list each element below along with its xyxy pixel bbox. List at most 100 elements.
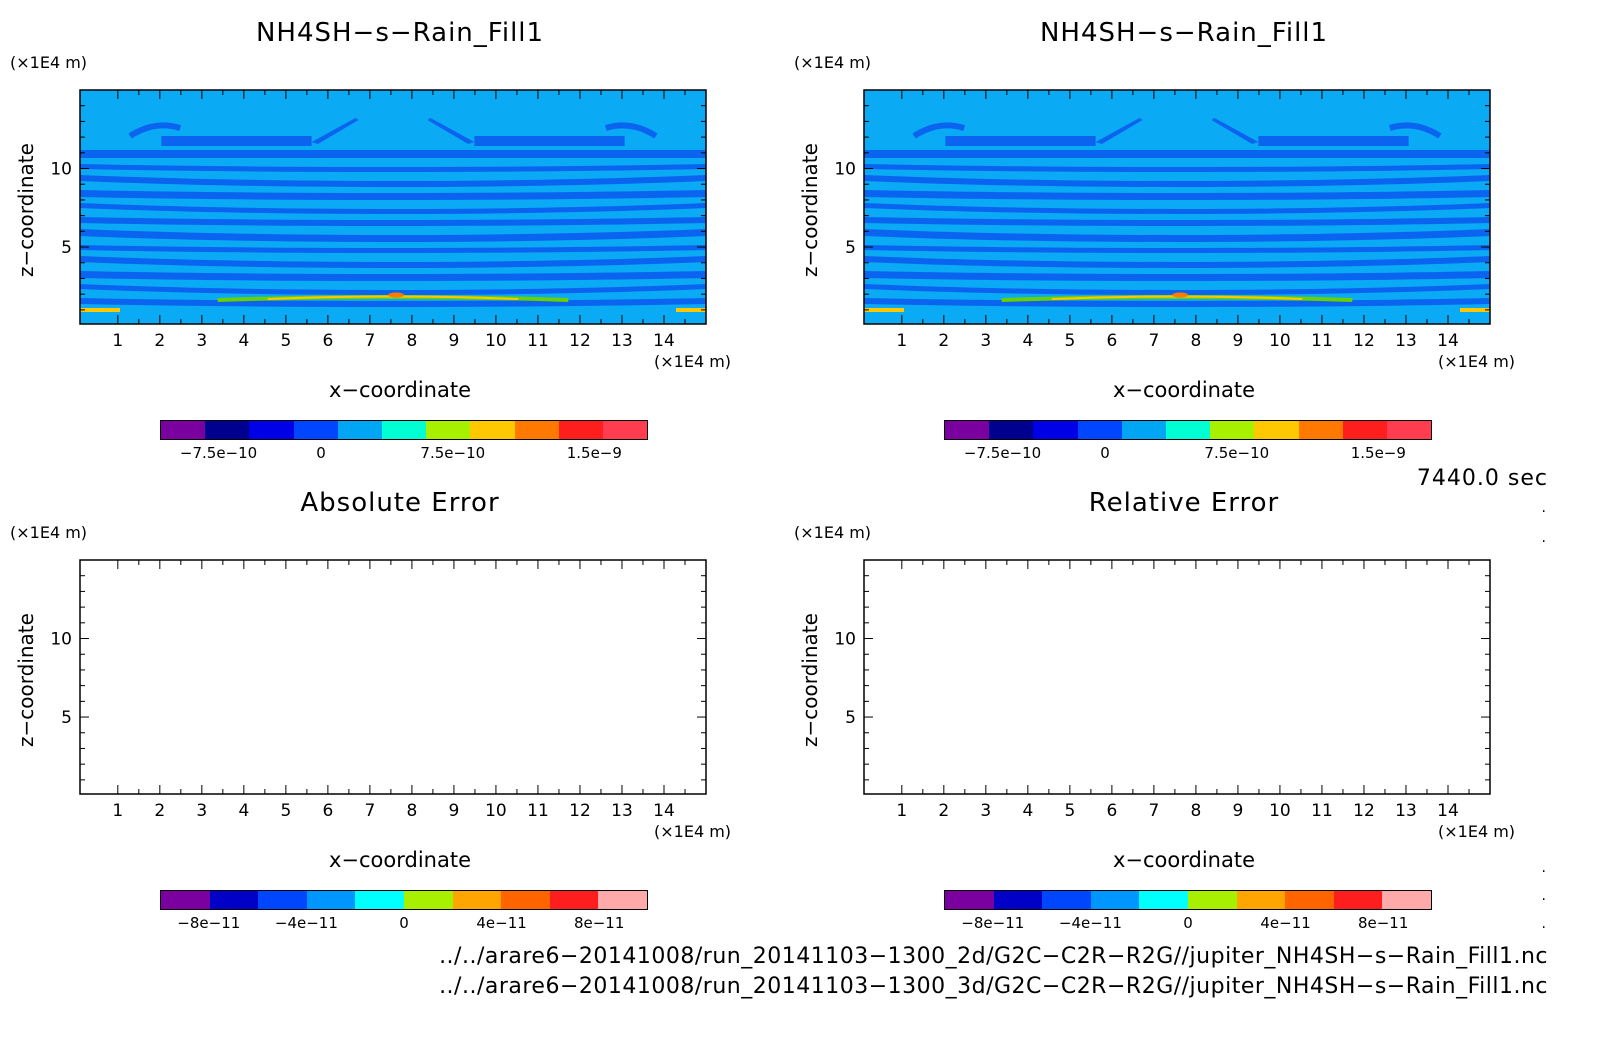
chart-title: NH4SH−s−Rain_Fill1	[255, 18, 545, 48]
panel-nh4sh-2d: NH4SH−s−Rain_Fill1 (×1E4 m) z−coordinate…	[0, 0, 780, 470]
field-band	[864, 190, 1490, 200]
colorbar-segment	[1285, 891, 1334, 909]
x-tick-label: 13	[611, 331, 633, 351]
x-tick-label: 2	[938, 801, 949, 821]
x-tick-label: 12	[569, 801, 591, 821]
x-tick-label: 4	[1022, 801, 1033, 821]
field-band	[80, 190, 706, 200]
colorbar-segment	[1042, 891, 1091, 909]
colorbar-segment	[355, 891, 404, 909]
x-tick-label: 4	[238, 331, 249, 351]
x-tick-label: 5	[280, 331, 291, 351]
field-layer	[80, 308, 120, 312]
x-tick-label: 9	[449, 801, 460, 821]
plot-frame	[863, 89, 1491, 325]
plot-frame	[79, 89, 707, 325]
colorbar-segment	[598, 891, 647, 909]
x-tick-label: 8	[406, 331, 417, 351]
x-axis-label: x−coordinate	[1112, 378, 1256, 402]
field-band	[864, 203, 1490, 214]
colorbar-tick-label: −4e−11	[274, 914, 338, 932]
x-tick-label: 7	[364, 331, 375, 351]
colorbar-tick-label: 0	[399, 914, 409, 932]
colorbar-tick-label: 7.5e−10	[420, 444, 486, 462]
x-tick-label: 11	[527, 801, 549, 821]
field-band	[864, 271, 1490, 281]
x-tick-label: 2	[154, 331, 165, 351]
x-tick-label: 13	[1395, 801, 1417, 821]
x-tick-label: 8	[1190, 801, 1201, 821]
x-tick-label: 9	[1233, 331, 1244, 351]
field-peak	[388, 292, 405, 298]
dot-mark: .	[1541, 888, 1546, 904]
field-band	[864, 217, 1490, 226]
colorbar-segment	[1077, 421, 1122, 439]
colorbar-ticks: −7.5e−10 0 7.5e−10 1.5e−9	[944, 444, 1432, 464]
plot-frame	[79, 559, 707, 795]
heatmap-field	[80, 90, 706, 324]
x-tick-label: 10	[1269, 331, 1291, 351]
colorbar-segment	[205, 421, 250, 439]
x-tick-label: 1	[896, 801, 907, 821]
field-band	[864, 284, 1490, 295]
x-tick-label: 6	[322, 801, 333, 821]
x-tick-label: 14	[1437, 331, 1459, 351]
field-band	[474, 136, 625, 146]
dot-mark: .	[1541, 500, 1546, 516]
x-tick-label: 14	[653, 801, 675, 821]
x-tick-label: 3	[980, 801, 991, 821]
field-band	[161, 136, 312, 146]
y-tick-label: 10	[50, 630, 72, 650]
colorbar	[160, 890, 648, 910]
colorbar-segment	[602, 421, 648, 439]
field-band	[864, 150, 1490, 158]
field-band	[80, 271, 706, 281]
x-tick-label: 11	[527, 331, 549, 351]
file-paths: ../../arare6−20141008/run_20141103−1300_…	[439, 942, 1548, 1002]
colorbar-segment	[1298, 421, 1343, 439]
colorbar-tick-label: −8e−11	[177, 914, 241, 932]
colorbar-segment	[403, 891, 453, 909]
colorbar-segment	[1139, 891, 1188, 909]
z-unit-label: (×1E4 m)	[10, 523, 88, 542]
colorbar-segment	[381, 421, 427, 439]
field-band	[80, 298, 706, 307]
y-tick-label: 5	[845, 708, 856, 728]
field-band	[864, 256, 1490, 268]
field-band	[80, 175, 706, 187]
y-tick-label: 10	[50, 160, 72, 180]
field-band	[1095, 118, 1143, 144]
field-layer	[864, 308, 904, 312]
y-tick-label: 10	[834, 630, 856, 650]
x-tick-label: 11	[1311, 331, 1333, 351]
field-band	[604, 122, 658, 139]
colorbar-segment	[426, 421, 471, 439]
field-band	[311, 118, 359, 144]
x-tick-label: 10	[485, 801, 507, 821]
colorbar-segment	[249, 421, 294, 439]
colorbar-segment	[993, 891, 1043, 909]
x-tick-label: 5	[280, 801, 291, 821]
colorbar-tick-label: 4e−11	[476, 914, 527, 932]
colorbar-segment	[945, 891, 994, 909]
colorbar-segment	[161, 891, 210, 909]
x-tick-label: 9	[449, 331, 460, 351]
x-tick-label: 14	[1437, 801, 1459, 821]
time-label: 7440.0 sec	[1416, 466, 1548, 491]
colorbar-segment	[1210, 421, 1255, 439]
x-tick-label: 6	[1106, 801, 1117, 821]
x-tick-label: 5	[1064, 331, 1075, 351]
x-tick-label: 6	[1106, 331, 1117, 351]
field-band	[80, 150, 706, 158]
colorbar-tick-label: −7.5e−10	[963, 444, 1042, 462]
x-tick-label: 2	[938, 331, 949, 351]
colorbar-ticks: −7.5e−10 0 7.5e−10 1.5e−9	[160, 444, 648, 464]
colorbar-segment	[1254, 421, 1299, 439]
x-tick-label: 1	[112, 331, 123, 351]
colorbar	[944, 420, 1432, 440]
